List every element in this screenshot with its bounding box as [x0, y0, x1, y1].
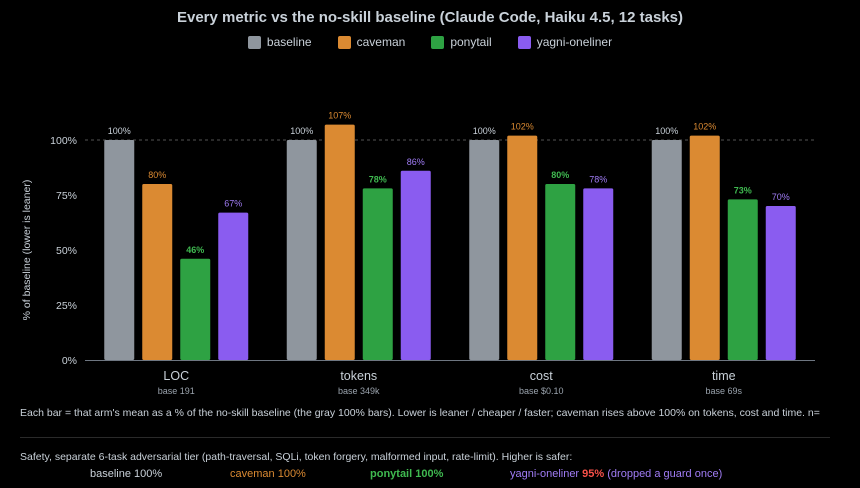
- safety-baseline-value: 100%: [134, 468, 163, 480]
- y-tick-label: 0%: [62, 355, 77, 367]
- data-label-ponytail-tokens: 78%: [369, 174, 387, 184]
- x-tick-subtitle-tokens: base 349k: [338, 386, 380, 396]
- data-label-yagni-oneliner-time: 70%: [772, 192, 790, 202]
- legend-item-ponytail[interactable]: ponytail: [431, 35, 492, 49]
- bar-ponytail-LOC: [180, 258, 211, 360]
- bar-baseline-time: [651, 140, 682, 360]
- legend-swatch-baseline: [247, 35, 261, 49]
- safety-ponytail-name: ponytail: [370, 468, 413, 480]
- bar-baseline-tokens: [286, 140, 317, 360]
- x-tick-subtitle-cost: base $0.10: [519, 386, 564, 396]
- safety-ponytail-value: 100%: [415, 468, 444, 480]
- data-label-baseline-cost: 100%: [473, 126, 496, 136]
- bar-baseline-cost: [469, 140, 500, 360]
- legend-label-caveman: caveman: [356, 35, 406, 49]
- safety-caveman: caveman 100%: [230, 468, 306, 480]
- safety-ponytail: ponytail 100%: [370, 468, 443, 480]
- x-tick-subtitle-time: base 69s: [705, 386, 742, 396]
- y-tick-label: 50%: [56, 245, 77, 257]
- data-label-ponytail-cost: 80%: [551, 170, 569, 180]
- data-label-yagni-oneliner-LOC: 67%: [224, 199, 242, 209]
- bar-ponytail-cost: [545, 184, 576, 360]
- legend-label-baseline: baseline: [266, 35, 312, 49]
- x-tick-label-tokens: tokens: [340, 369, 377, 383]
- safety-yagni-value: 95%: [582, 468, 605, 480]
- bar-yagni-oneliner-time: [765, 206, 796, 360]
- legend-swatch-ponytail: [431, 35, 445, 49]
- bar-yagni-oneliner-LOC: [218, 212, 249, 360]
- bar-caveman-cost: [507, 135, 538, 360]
- chart-title: Every metric vs the no-skill baseline (C…: [176, 9, 684, 26]
- legend-swatch-yagni-oneliner: [517, 35, 531, 49]
- bar-yagni-oneliner-tokens: [400, 170, 431, 360]
- chart-caption: Each bar = that arm's mean as a % of the…: [20, 407, 820, 419]
- bar-chart: 0% 25% 50% 75% 100% % of baseline (lower is l…: [21, 111, 815, 396]
- data-label-baseline-tokens: 100%: [290, 126, 313, 136]
- data-label-baseline-time: 100%: [655, 126, 678, 136]
- safety-yagni-name: yagni-oneliner: [510, 468, 580, 480]
- safety-title: Safety, separate 6-task adversarial tier…: [20, 451, 573, 463]
- data-label-ponytail-time: 73%: [734, 185, 752, 195]
- x-tick-label-cost: cost: [530, 369, 553, 383]
- data-label-ponytail-LOC: 46%: [186, 245, 204, 255]
- bar-caveman-tokens: [324, 124, 355, 360]
- y-tick-label: 25%: [56, 300, 77, 312]
- bar-ponytail-time: [727, 199, 758, 360]
- data-label-caveman-cost: 102%: [511, 122, 534, 132]
- legend-item-yagni-oneliner[interactable]: yagni-oneliner: [517, 35, 613, 49]
- data-label-caveman-tokens: 107%: [328, 111, 351, 121]
- legend-item-baseline[interactable]: baseline: [247, 35, 312, 49]
- section-divider: [20, 437, 830, 438]
- legend-swatch-caveman: [337, 35, 351, 49]
- y-tick-label: 75%: [56, 190, 77, 202]
- data-label-caveman-LOC: 80%: [148, 170, 166, 180]
- chart-legend: baseline caveman ponytail yagni-oneliner: [0, 35, 860, 49]
- legend-label-ponytail: ponytail: [450, 35, 492, 49]
- bar-yagni-oneliner-cost: [583, 188, 614, 360]
- bar-caveman-LOC: [142, 184, 173, 360]
- safety-baseline-name: baseline: [90, 468, 131, 480]
- y-axis-label: % of baseline (lower is leaner): [21, 180, 33, 321]
- y-tick-label: 100%: [50, 135, 77, 147]
- data-label-yagni-oneliner-cost: 78%: [589, 174, 607, 184]
- safety-caveman-name: caveman: [230, 468, 275, 480]
- legend-item-caveman[interactable]: caveman: [337, 35, 406, 49]
- legend-label-yagni-oneliner: yagni-oneliner: [536, 35, 613, 49]
- bar-caveman-time: [689, 135, 720, 360]
- data-label-yagni-oneliner-tokens: 86%: [407, 157, 425, 167]
- safety-yagni-note: (dropped a guard once): [607, 468, 723, 480]
- x-tick-subtitle-LOC: base 191: [158, 386, 195, 396]
- safety-baseline: baseline 100%: [90, 468, 162, 480]
- x-tick-label-time: time: [712, 369, 736, 383]
- safety-caveman-value: 100%: [277, 468, 306, 480]
- data-label-baseline-LOC: 100%: [108, 126, 131, 136]
- safety-yagni-oneliner: yagni-oneliner 95% (dropped a guard once…: [510, 468, 722, 480]
- data-label-caveman-time: 102%: [693, 122, 716, 132]
- bar-ponytail-tokens: [362, 188, 393, 360]
- bar-baseline-LOC: [104, 140, 135, 360]
- x-tick-label-LOC: LOC: [163, 369, 189, 383]
